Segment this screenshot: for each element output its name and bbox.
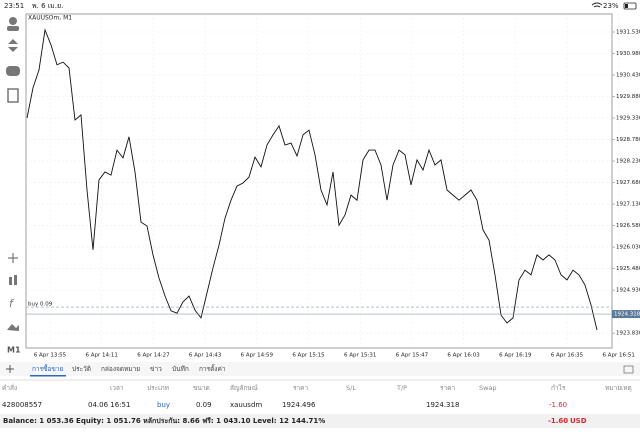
account-icon-body bbox=[7, 26, 19, 31]
tab-bar bbox=[0, 362, 640, 376]
y-tick-label: 1930.430 bbox=[616, 73, 640, 79]
trade-icon[interactable] bbox=[8, 39, 18, 52]
x-tick-label: 6 Apr 14:59 bbox=[241, 353, 274, 359]
column-header: ขนาด bbox=[193, 384, 210, 392]
y-tick-label: 1927.130 bbox=[616, 202, 640, 208]
total-profit: -1.60 bbox=[548, 417, 568, 425]
column-header: ประเภท bbox=[147, 384, 169, 392]
grid: 1931.530 1930.980 1930.430 1929.880 1929.330… bbox=[26, 14, 640, 359]
cell-symbol: xauusdm bbox=[230, 401, 262, 409]
toolbar: f bbox=[6, 17, 20, 331]
x-tick-label: 6 Apr 14:43 bbox=[189, 353, 222, 359]
cell-size: 0.09 bbox=[196, 401, 212, 409]
cell-profit: -1.60 bbox=[549, 401, 567, 409]
column-header: T/P bbox=[396, 384, 407, 392]
tab[interactable]: ข่าว bbox=[150, 365, 162, 373]
x-tick-label: 6 Apr 15:31 bbox=[344, 353, 376, 359]
y-tick-label: 1928.780 bbox=[616, 137, 640, 143]
column-header: หมายเหตุ bbox=[605, 384, 632, 392]
cell-time: 04.06 16:51 bbox=[88, 401, 130, 409]
chart-frame bbox=[25, 13, 613, 349]
objects-icon[interactable] bbox=[7, 324, 19, 331]
y-tick-label: 1925.480 bbox=[616, 266, 640, 272]
tab[interactable]: การซื้อขาย bbox=[32, 364, 63, 373]
status-battery: 23% bbox=[603, 2, 619, 10]
new-order-icon[interactable] bbox=[7, 88, 19, 103]
status-date: พ. 6 เม.ย. bbox=[32, 2, 63, 10]
y-tick-label: 1931.530 bbox=[616, 29, 640, 35]
column-header: เวลา bbox=[110, 384, 124, 392]
crosshair-icon[interactable] bbox=[8, 253, 18, 263]
column-header: ราคา bbox=[293, 384, 308, 392]
column-header: ราคา bbox=[440, 384, 455, 392]
cell-open-price: 1924.496 bbox=[282, 401, 316, 409]
cell-order: 428008557 bbox=[2, 401, 42, 409]
y-tick-label: 1929.880 bbox=[616, 94, 640, 100]
column-header: กำไร bbox=[551, 384, 566, 392]
x-tick-label: 6 Apr 14:11 bbox=[86, 353, 118, 359]
balance-bar bbox=[0, 414, 640, 428]
x-tick-label: 6 Apr 16:19 bbox=[499, 353, 532, 359]
cell-price: 1924.318 bbox=[426, 401, 459, 409]
bid-label: 1924.318 bbox=[614, 312, 640, 318]
column-header: S/L bbox=[346, 384, 356, 392]
y-tick-label: 1927.680 bbox=[616, 180, 640, 186]
x-tick-label: 6 Apr 16:35 bbox=[551, 353, 584, 359]
chat-icon[interactable] bbox=[6, 66, 20, 76]
x-tick-label: 6 Apr 14:27 bbox=[137, 353, 170, 359]
balance-text: Balance: 1 053.36 Equity: 1 051.76 หลักป… bbox=[3, 417, 325, 425]
column-header: คำสั่ง bbox=[2, 383, 17, 392]
bid-tag bbox=[612, 310, 640, 319]
tab[interactable]: ประวัติ bbox=[72, 365, 91, 373]
x-tick-label: 6 Apr 16:03 bbox=[447, 353, 480, 359]
price-line bbox=[26, 28, 598, 331]
x-tick-label: 6 Apr 15:15 bbox=[292, 353, 325, 359]
y-tick-label: 1923.830 bbox=[616, 331, 640, 337]
x-tick-label: 6 Apr 16:51 bbox=[603, 353, 635, 359]
candle-icon[interactable] bbox=[9, 277, 12, 285]
account-icon[interactable] bbox=[9, 17, 17, 25]
battery-icon bbox=[623, 2, 637, 10]
y-tick-label: 1926.030 bbox=[616, 245, 640, 251]
orders-table: คำสั่ง เวลา ประเภท ขนาด สัญลักษณ์ ราคา S/L T/P ร… bbox=[2, 383, 632, 409]
cell-type: buy bbox=[157, 401, 170, 409]
timeframe-button[interactable]: M1 bbox=[7, 346, 21, 355]
tab[interactable]: การตั้งค่า bbox=[199, 364, 226, 373]
column-header: Swap bbox=[479, 384, 497, 392]
candle-icon-2 bbox=[14, 275, 17, 285]
status-time: 23:51 bbox=[4, 2, 24, 10]
tab[interactable]: กล่องจดหมาย bbox=[101, 365, 140, 373]
x-tick-label: 6 Apr 15:47 bbox=[396, 353, 429, 359]
y-tick-label: 1924.930 bbox=[616, 288, 640, 294]
plot: buy 0.09 1924.318 bbox=[26, 28, 640, 331]
wifi-icon bbox=[591, 2, 603, 8]
tabs: การซื้อขาย ประวัติ กล่องจดหมาย ข่าว บันทึก กา… bbox=[30, 364, 226, 377]
x-tick-label: 6 Apr 13:55 bbox=[34, 353, 67, 359]
add-button[interactable] bbox=[6, 365, 14, 373]
active-tab-underline bbox=[30, 375, 66, 377]
y-tick-label: 1928.230 bbox=[616, 159, 640, 165]
y-tick-label: 1929.330 bbox=[616, 116, 640, 122]
panel-icon[interactable] bbox=[623, 365, 634, 374]
tab[interactable]: บันทึก bbox=[172, 365, 189, 373]
indicator-icon[interactable]: f bbox=[9, 297, 15, 310]
battery-level bbox=[625, 4, 628, 8]
y-tick-label: 1926.580 bbox=[616, 223, 640, 229]
order-line-label: buy 0.09 bbox=[28, 302, 53, 308]
currency: USD bbox=[570, 417, 587, 425]
y-tick-label: 1930.980 bbox=[616, 51, 640, 57]
column-header: สัญลักษณ์ bbox=[230, 384, 258, 392]
